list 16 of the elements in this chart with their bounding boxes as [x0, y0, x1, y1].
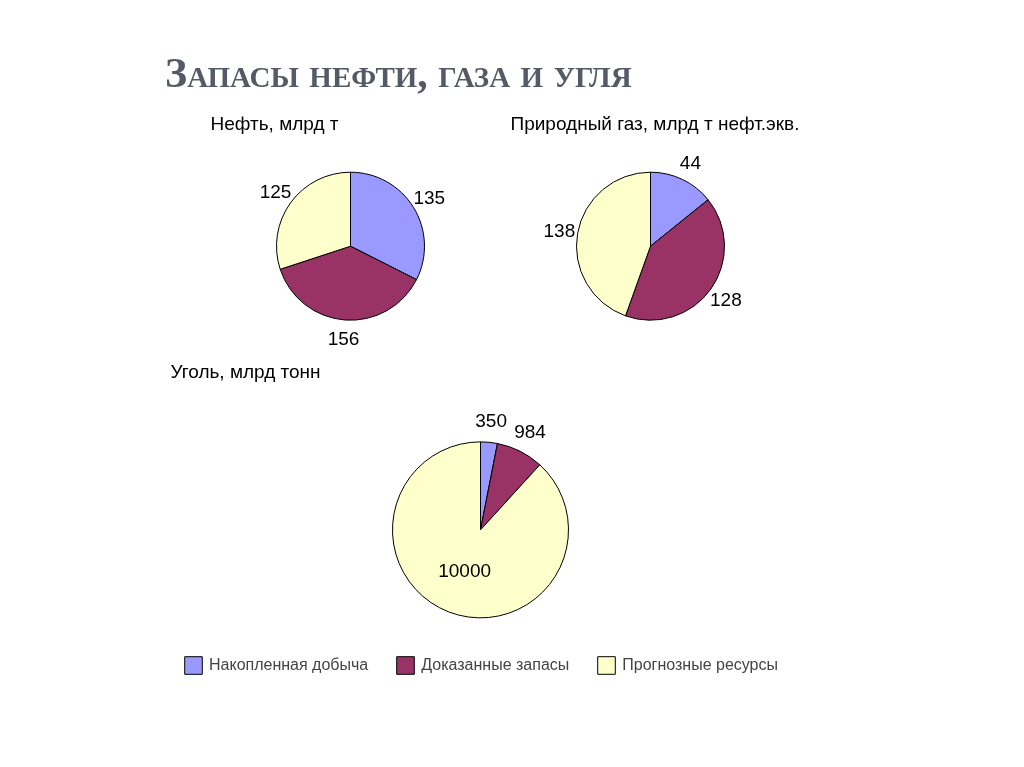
chart-subtitle: Нефть, млрд т: [210, 112, 339, 134]
data-label: 135: [413, 187, 446, 209]
legend-label: Прогнозные ресурсы: [622, 656, 778, 674]
data-label: 138: [543, 219, 576, 241]
data-label: 156: [327, 327, 360, 349]
data-label: 44: [679, 152, 702, 174]
data-label: 984: [514, 421, 547, 443]
data-label: 10000: [438, 560, 492, 582]
data-label: 128: [710, 289, 742, 311]
data-label: 125: [259, 181, 292, 203]
data-label: 350: [475, 409, 508, 431]
legend-label: Доказанные запасы: [421, 656, 570, 674]
legend-label: Накопленная добыча: [209, 656, 369, 674]
chart-title: Уголь, млрд тонн: [170, 360, 321, 382]
chart-title: Запасы нефти, газа и угля: [164, 49, 632, 98]
chart-title: Природный газ, млрд т нефт.экв.: [510, 112, 800, 134]
